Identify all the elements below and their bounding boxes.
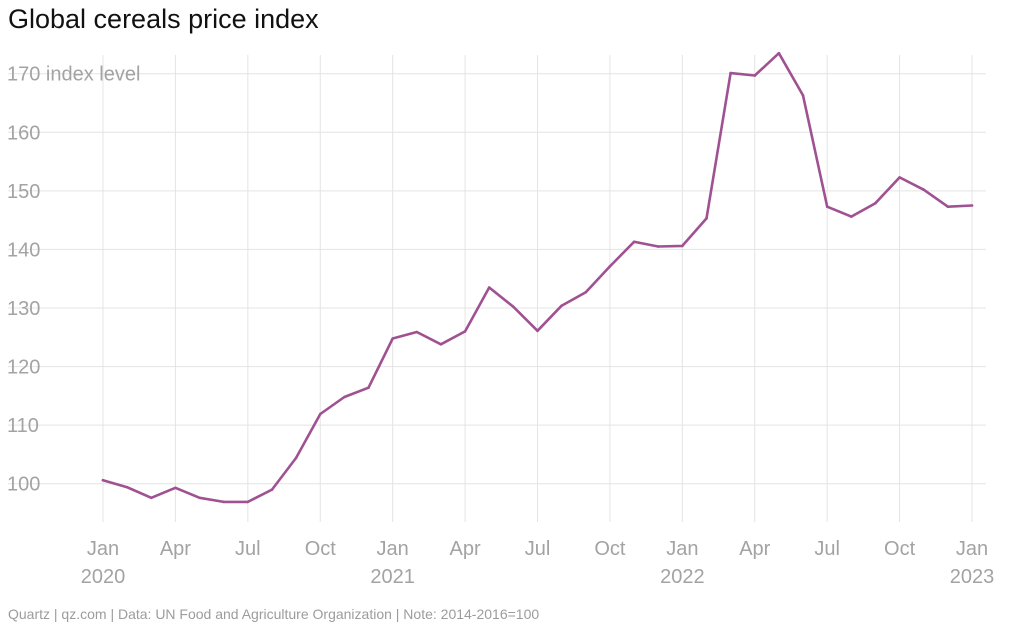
- x-tick-year-label: 2022: [660, 566, 705, 588]
- data-point: [198, 496, 201, 500]
- data-point: [294, 456, 298, 460]
- grid: [8, 55, 986, 522]
- y-tick-label: 110: [7, 415, 39, 437]
- x-tick-label: Oct: [884, 538, 916, 560]
- data-point: [463, 330, 467, 333]
- series-layer: [101, 51, 974, 504]
- y-axis-ticks: 100 110 120 130 140 150 160 170 index level: [7, 64, 140, 496]
- x-tick-label: Oct: [305, 538, 337, 560]
- x-tick-label: Jan: [87, 538, 119, 560]
- data-point: [705, 217, 708, 220]
- y-axis-label: index level: [40, 64, 140, 86]
- data-point: [777, 51, 781, 55]
- y-tick-label: 130: [7, 298, 40, 320]
- x-tick-year-label: 2023: [950, 566, 995, 588]
- data-point: [874, 201, 877, 205]
- data-point: [536, 329, 539, 333]
- x-tick-year-label: 2020: [81, 566, 126, 588]
- data-point: [584, 290, 588, 294]
- data-point: [898, 176, 901, 179]
- x-tick-label: Jul: [235, 538, 261, 560]
- x-tick-label: Jan: [666, 538, 698, 560]
- data-point: [753, 74, 757, 77]
- chart-title: Global cereals price index: [8, 4, 319, 34]
- data-point: [487, 286, 491, 289]
- data-point: [270, 488, 274, 491]
- y-tick-label: 160: [7, 122, 40, 144]
- data-point: [729, 71, 732, 75]
- data-point: [825, 205, 829, 208]
- x-axis-ticks: Jan 2020 Apr Jul Oct Jan 2021 Apr Jul Oct Jan 2022 A…: [81, 538, 995, 588]
- data-point: [319, 412, 322, 416]
- x-tick-label: Jul: [814, 538, 840, 560]
- data-point: [343, 395, 346, 399]
- data-point: [801, 94, 805, 97]
- data-point: [391, 337, 395, 340]
- x-tick-label: Jan: [377, 538, 409, 560]
- x-tick-label: Oct: [594, 538, 626, 560]
- data-point: [512, 305, 515, 309]
- x-tick-label: Jan: [956, 538, 988, 560]
- y-tick-label: 170 index level: [7, 64, 140, 86]
- data-point: [560, 304, 563, 308]
- data-point: [367, 386, 370, 390]
- x-tick-label: Jul: [525, 538, 551, 560]
- data-point: [608, 265, 612, 268]
- data-point: [681, 244, 684, 248]
- data-point: [101, 478, 105, 482]
- data-point: [150, 496, 153, 500]
- data-point: [222, 500, 225, 504]
- line-chart: 100 110 120 130 140 150 160 170 index level Jan…: [7, 51, 995, 588]
- data-point: [246, 500, 250, 504]
- y-tick-label: 140: [7, 239, 40, 261]
- source-footer: Quartz | qz.com | Data: UN Food and Agri…: [8, 606, 540, 622]
- y-tick-label: 150: [7, 181, 40, 203]
- data-point: [970, 204, 974, 207]
- data-point: [850, 215, 853, 218]
- data-point: [439, 343, 443, 346]
- data-point: [922, 188, 925, 191]
- data-point: [174, 486, 177, 490]
- data-point: [656, 245, 660, 248]
- data-point: [632, 240, 636, 244]
- x-tick-label: Apr: [450, 538, 481, 560]
- x-tick-year-label: 2021: [370, 566, 415, 588]
- data-point: [946, 205, 950, 208]
- y-tick-label: 120: [7, 357, 40, 379]
- y-tick-label: 100: [7, 474, 40, 496]
- x-tick-label: Apr: [160, 538, 191, 560]
- data-point: [415, 330, 419, 334]
- x-tick-label: Apr: [739, 538, 770, 560]
- data-point: [125, 485, 129, 489]
